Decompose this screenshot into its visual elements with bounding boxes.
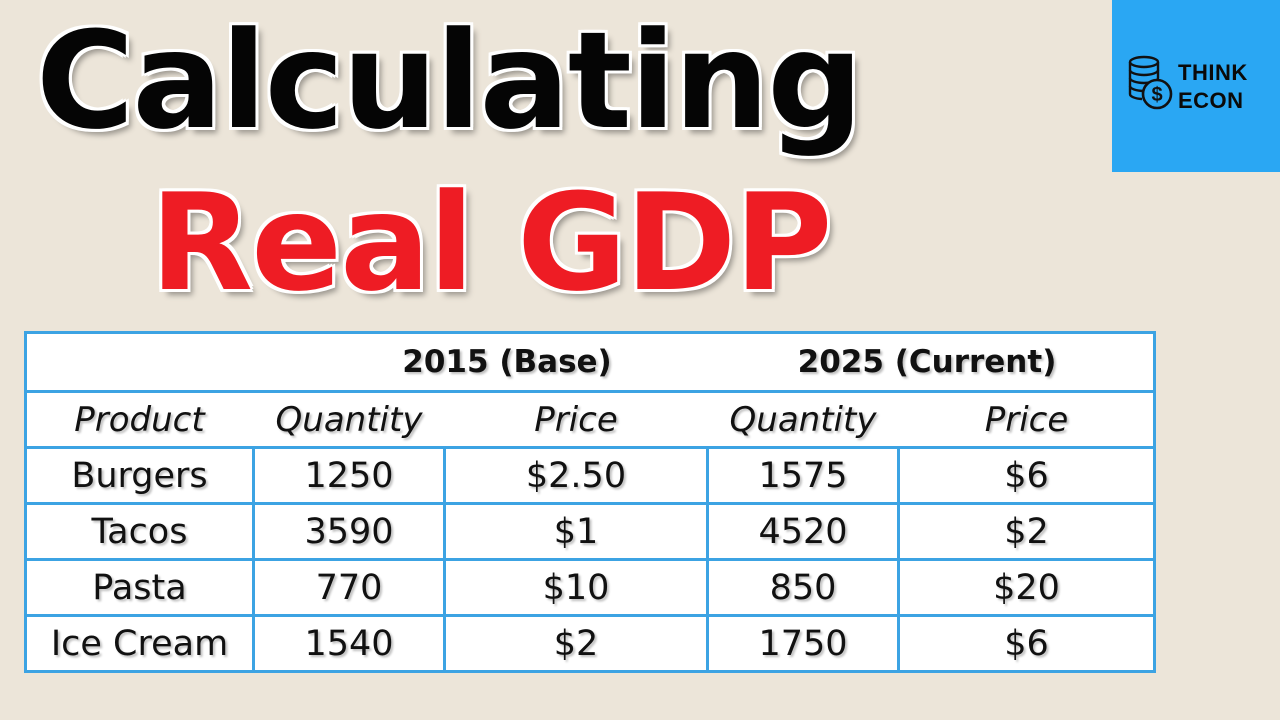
logo-text-think: THINK (1178, 60, 1248, 85)
cell-price-2025: $20 (993, 567, 1060, 608)
cell-quantity-2025: 850 (769, 567, 837, 608)
coin-stack-dollar-icon: $ (1128, 55, 1173, 110)
svg-text:$: $ (1151, 84, 1162, 106)
cell-quantity-2025: 4520 (758, 511, 848, 552)
logo-text-econ: ECON (1178, 88, 1244, 113)
cell-quantity-2015: 3590 (304, 511, 394, 552)
cell-price-2015: $1 (553, 511, 599, 552)
cell-quantity-2015: 1540 (304, 623, 394, 664)
cell-price-2025: $6 (1004, 455, 1049, 496)
column-divider (706, 446, 709, 670)
column-header-quantity-2015: Quantity (275, 399, 423, 440)
cell-price-2015: $2.50 (525, 455, 627, 496)
cell-quantity-2015: 770 (315, 567, 383, 608)
cell-quantity-2015: 1250 (304, 455, 394, 496)
row-divider (27, 390, 1153, 393)
column-header-price-2015: Price (534, 399, 618, 440)
cell-product: Burgers (71, 455, 208, 496)
title-line-2: Real GDP (150, 165, 832, 321)
row-divider (27, 558, 1153, 561)
row-divider (27, 502, 1153, 505)
cell-product: Tacos (91, 511, 188, 552)
column-divider (443, 446, 446, 670)
cell-price-2025: $6 (1004, 623, 1049, 664)
row-divider (27, 614, 1153, 617)
title-line-1: Calculating (36, 3, 863, 159)
cell-quantity-2025: 1750 (758, 623, 848, 664)
column-header-product: Product (74, 399, 205, 440)
row-divider (27, 446, 1153, 449)
column-divider (252, 446, 255, 670)
cell-product: Pasta (92, 567, 187, 608)
cell-price-2025: $2 (1004, 511, 1049, 552)
group-header-base-year: 2015 (Base) (402, 344, 612, 380)
column-header-price-2025: Price (984, 399, 1069, 440)
cell-price-2015: $10 (542, 567, 610, 608)
group-header-current-year: 2025 (Current) (797, 344, 1057, 380)
cell-product: Ice Cream (50, 623, 229, 664)
cell-quantity-2025: 1575 (758, 455, 848, 496)
think-econ-logo: $ THINK ECON (1112, 0, 1280, 172)
column-header-quantity-2025: Quantity (729, 399, 877, 440)
gdp-table: 2015 (Base) 2025 (Current) Product Quant… (24, 331, 1156, 673)
cell-price-2015: $2 (553, 623, 599, 664)
column-divider (897, 446, 900, 670)
